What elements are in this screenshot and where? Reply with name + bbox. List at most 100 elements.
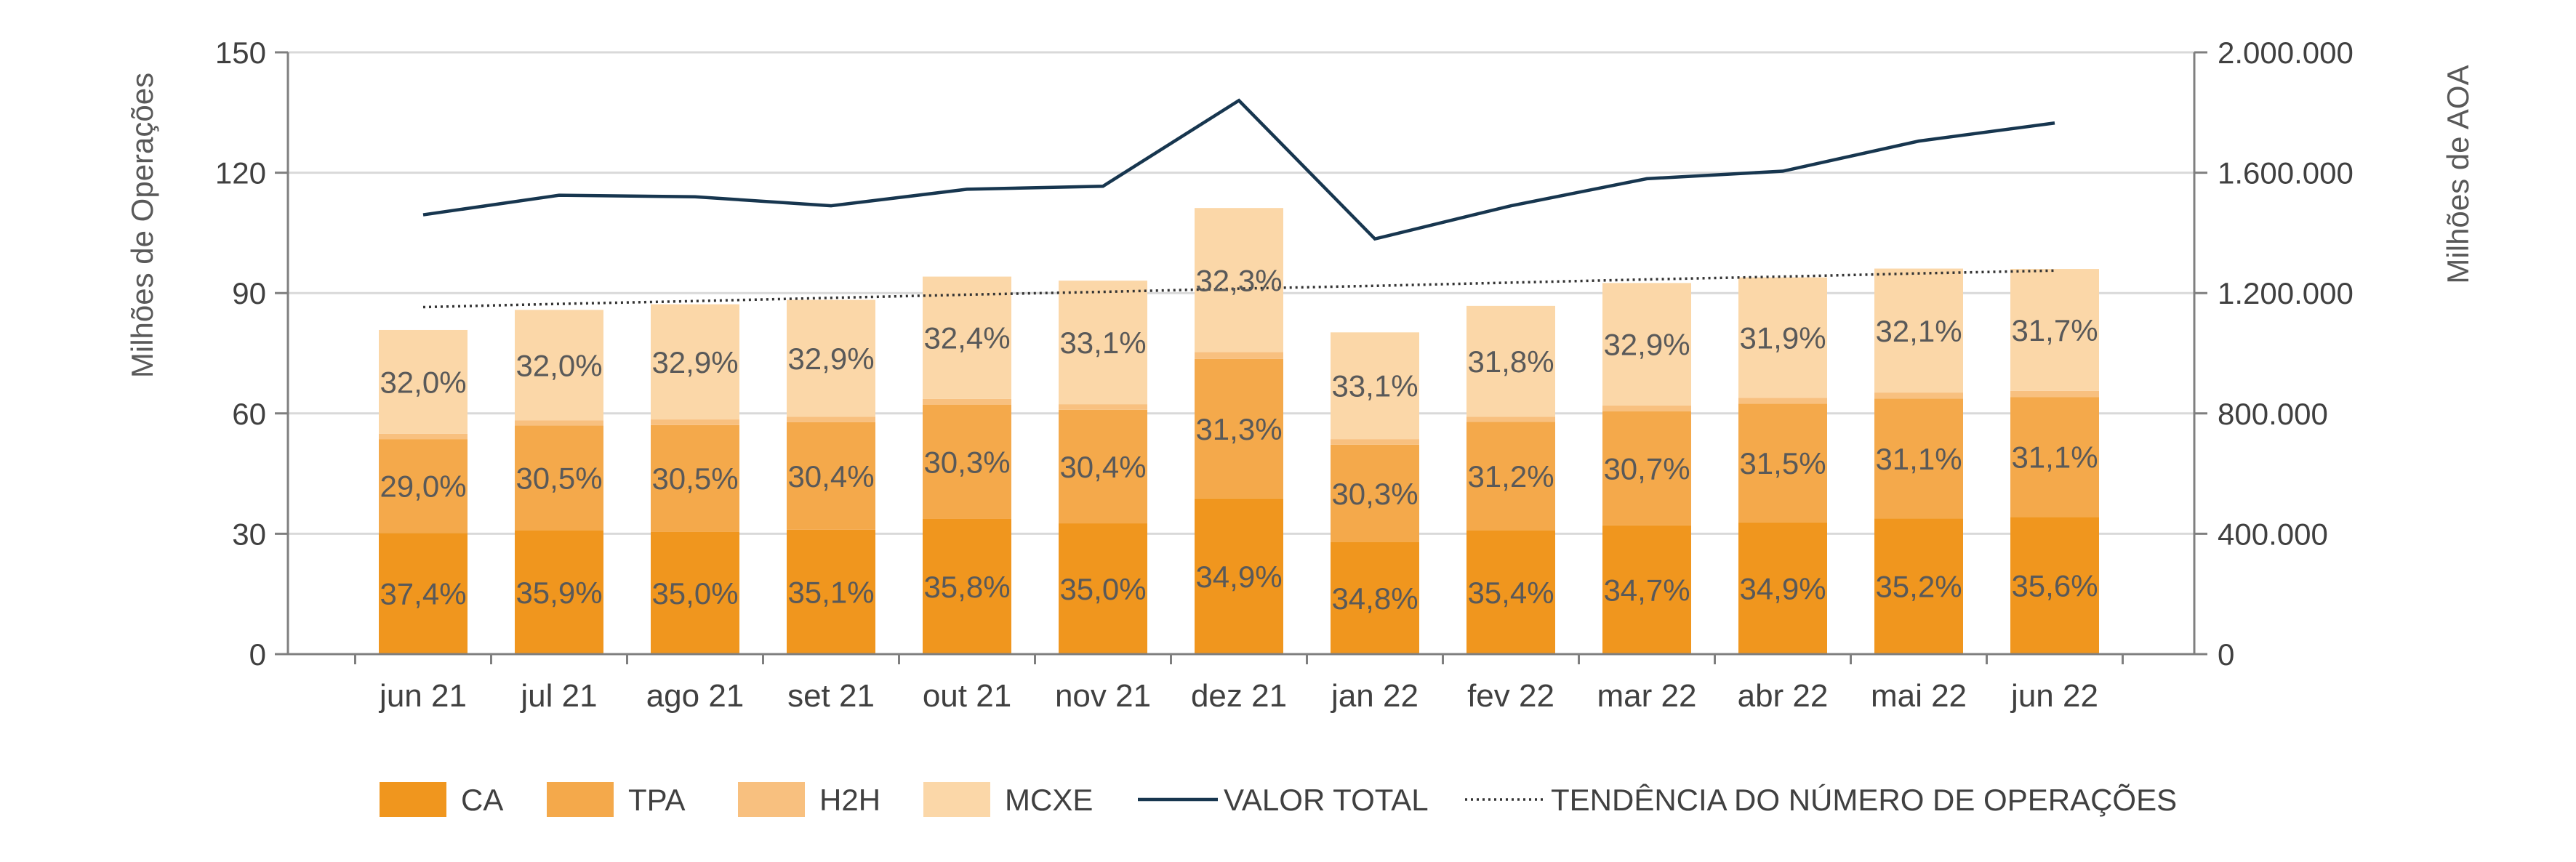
bar-segment-h2h xyxy=(923,398,1011,405)
x-tick-label: out 21 xyxy=(923,678,1011,714)
bar-segment-ca xyxy=(923,518,1011,654)
data-label-ca: 35,6% xyxy=(2011,569,2098,603)
data-label-ca: 35,8% xyxy=(923,570,1010,604)
bar-segment-tpa xyxy=(1738,403,1827,523)
y2-tick-label: 0 xyxy=(2218,637,2234,672)
bar-segment-ca xyxy=(1059,523,1147,654)
bar-segment-ca xyxy=(515,530,603,654)
bar-segment-ca xyxy=(1738,522,1827,654)
data-label-tpa: 30,5% xyxy=(515,462,602,496)
legend-label: VALOR TOTAL xyxy=(1224,783,1429,817)
bar-segment-tpa xyxy=(2010,397,2099,517)
legend-label: MCXE xyxy=(1005,783,1093,817)
data-label-tpa: 30,5% xyxy=(651,462,738,496)
x-tick-label: mar 22 xyxy=(1597,678,1697,714)
y2-tick-label: 1.600.000 xyxy=(2218,156,2354,190)
bar-segment-mcxe xyxy=(1331,332,1419,440)
legend-swatch-h2h xyxy=(738,782,805,817)
data-label-ca: 35,2% xyxy=(1875,570,1962,604)
bar-segment-tpa xyxy=(787,422,875,530)
bar-segment-mcxe xyxy=(1874,268,1963,393)
data-label-ca: 37,4% xyxy=(380,577,466,611)
percentage-labels: 37,4% 29,0% 32,0% 35,9% 30,5% 32,0% 35,0% 30,5%… xyxy=(380,263,2098,616)
bar-segment-mcxe xyxy=(515,310,603,421)
x-tick-label: dez 21 xyxy=(1191,678,1287,714)
x-tick-label: jun 21 xyxy=(378,678,467,714)
data-label-ca: 34,9% xyxy=(1195,560,1282,594)
bar-segment-ca xyxy=(1195,498,1283,654)
bar-segment-ca xyxy=(651,531,739,654)
data-label-tpa: 30,3% xyxy=(923,445,1010,479)
bar-segment-ca xyxy=(379,533,468,654)
x-tick-label: set 21 xyxy=(787,678,875,714)
data-label-mcxe: 33,1% xyxy=(1331,369,1418,403)
data-label-ca: 34,7% xyxy=(1603,573,1690,607)
axes: 0 30 60 90 120 150 0 400.000 800.000 1.200.000 1.6… xyxy=(215,36,2354,714)
bar-segment-mcxe xyxy=(1059,281,1147,405)
data-label-tpa: 30,4% xyxy=(787,459,874,494)
bar-segment-ca xyxy=(2010,517,2099,654)
trend-line xyxy=(422,269,2055,309)
data-label-mcxe: 32,9% xyxy=(651,345,738,379)
bar-segment-tpa xyxy=(1195,358,1283,499)
y2-axis-title: Milhões de AOA xyxy=(2441,65,2475,283)
data-label-mcxe: 32,9% xyxy=(1603,328,1690,362)
data-label-tpa: 30,7% xyxy=(1603,451,1690,486)
y-tick-label: 0 xyxy=(249,637,266,672)
y-axis-title: Milhões de Operações xyxy=(125,73,159,378)
legend-swatch-tpa xyxy=(547,782,614,817)
data-label-ca: 34,9% xyxy=(1739,571,1826,605)
bar-segment-mcxe xyxy=(1738,277,1827,398)
x-tick-label: jul 21 xyxy=(519,678,597,714)
bar-segment-h2h xyxy=(1738,398,1827,404)
y2-tick-label: 400.000 xyxy=(2218,517,2328,551)
bar-segment-mcxe xyxy=(1195,208,1283,353)
data-label-tpa: 31,2% xyxy=(1467,459,1554,494)
y-tick-label: 30 xyxy=(232,517,266,551)
data-label-mcxe: 32,0% xyxy=(515,348,602,382)
data-label-tpa: 31,1% xyxy=(1875,442,1962,476)
bar-segment-ca xyxy=(787,529,875,654)
bar-segment-mcxe xyxy=(1602,283,1691,406)
bar-segment-h2h xyxy=(1331,439,1419,445)
bar-segment-h2h xyxy=(1059,404,1147,410)
data-label-mcxe: 31,9% xyxy=(1739,321,1826,355)
bar-segment-tpa xyxy=(1602,411,1691,525)
data-label-mcxe: 32,1% xyxy=(1875,314,1962,348)
bar-stacks xyxy=(379,208,2099,654)
bar-segment-h2h xyxy=(1874,392,1963,399)
line-series xyxy=(422,98,2055,309)
bar-segment-tpa xyxy=(1059,409,1147,524)
bar-segment-mcxe xyxy=(787,299,875,417)
legend: CA TPA H2H MCXE VALOR TOTAL TENDÊNCIA DO NÚME… xyxy=(380,782,2177,817)
legend-label: TENDÊNCIA DO NÚMERO DE OPERAÇÕES xyxy=(1551,783,2177,817)
bar-segment-mcxe xyxy=(2010,269,2099,391)
bar-segment-h2h xyxy=(2010,390,2099,398)
data-label-tpa: 30,4% xyxy=(1059,450,1146,484)
y-tick-label: 120 xyxy=(215,156,266,190)
x-tick-label: nov 21 xyxy=(1055,678,1151,714)
bar-segment-mcxe xyxy=(651,304,739,420)
bar-segment-ca xyxy=(1874,518,1963,654)
bar-segment-tpa xyxy=(923,404,1011,519)
bar-segment-h2h xyxy=(1195,352,1283,359)
bar-segment-mcxe xyxy=(1466,305,1555,417)
x-tick-label: ago 21 xyxy=(646,678,745,714)
bar-segment-ca xyxy=(1331,541,1419,654)
legend-swatch-ca xyxy=(380,782,446,817)
data-label-mcxe: 32,0% xyxy=(380,365,466,399)
bar-segment-ca xyxy=(1466,530,1555,654)
data-label-mcxe: 32,3% xyxy=(1195,263,1282,297)
bar-segment-tpa xyxy=(1874,398,1963,519)
bar-segment-h2h xyxy=(787,416,875,422)
bar-segment-tpa xyxy=(1331,444,1419,542)
data-label-ca: 34,8% xyxy=(1331,581,1418,616)
bar-segment-tpa xyxy=(379,439,468,533)
data-label-tpa: 31,5% xyxy=(1739,446,1826,480)
bar-segment-h2h xyxy=(1466,416,1555,422)
data-label-ca: 35,0% xyxy=(1059,572,1146,606)
x-tick-label: abr 22 xyxy=(1738,678,1829,714)
bar-segment-mcxe xyxy=(379,329,468,434)
